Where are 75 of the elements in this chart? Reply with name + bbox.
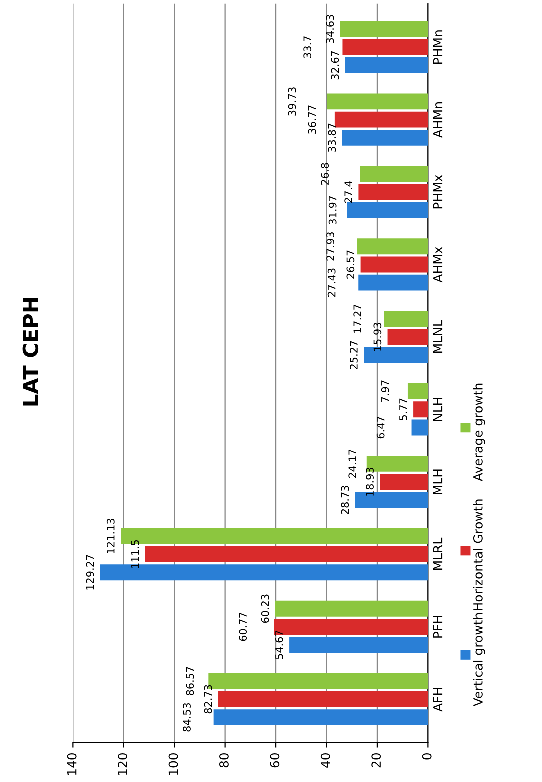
data-label: 26.57	[346, 250, 355, 279]
data-label: 31.97	[328, 196, 337, 225]
y-tick-label: AFH	[433, 688, 443, 712]
legend-label: Average growth	[473, 384, 486, 482]
bar	[275, 600, 428, 617]
bar	[408, 384, 428, 400]
data-label: 34.63	[326, 15, 334, 44]
data-label: 33.7	[304, 36, 312, 58]
x-tick-label: 120	[118, 753, 128, 776]
data-label: 6.47	[376, 417, 385, 439]
y-tick-label: PFH	[433, 616, 443, 638]
x-tick-label: 60	[270, 753, 280, 768]
x-tick-label: 40	[320, 753, 330, 768]
data-label: 27.93	[326, 232, 335, 261]
x-tick-label: 20	[372, 753, 382, 768]
data-label: 129.27	[86, 555, 94, 590]
data-label: 60.23	[261, 594, 270, 624]
data-label: 18.93	[366, 468, 374, 496]
bar	[360, 166, 428, 182]
bar	[388, 329, 428, 346]
legend-label: Horizontal Growth	[473, 500, 483, 611]
bar	[360, 256, 428, 273]
bar	[214, 710, 428, 726]
x-tick-label: 140	[67, 753, 77, 776]
y-tick-label: MLRL	[433, 538, 443, 570]
data-label: 32.67	[331, 51, 340, 80]
bar	[342, 130, 428, 146]
bar	[414, 402, 428, 418]
bar	[358, 274, 428, 291]
data-label: 28.73	[341, 486, 350, 514]
bar	[347, 202, 428, 218]
y-tick-label: MLH	[433, 470, 443, 494]
bar	[384, 311, 428, 328]
data-label: 33.87	[328, 124, 336, 152]
bar	[380, 474, 428, 490]
x-tick-label: 80	[219, 753, 229, 768]
bar	[412, 420, 428, 436]
y-tick-label: NLH	[433, 398, 443, 422]
bar	[327, 94, 428, 110]
data-label: 82.73	[204, 685, 212, 714]
data-label: 27.43	[328, 268, 336, 297]
data-label: 26.8	[321, 163, 330, 185]
bar	[145, 546, 428, 562]
data-label: 24.17	[348, 450, 356, 478]
bar	[290, 637, 428, 654]
data-label: 54.67	[275, 631, 284, 660]
bar	[358, 184, 428, 200]
bar	[357, 238, 428, 255]
y-tick-label: PHMx	[433, 175, 443, 209]
data-label: 25.27	[350, 341, 358, 370]
bar	[334, 112, 428, 128]
y-tick-label: MLNL	[433, 320, 443, 353]
data-label: 39.73	[288, 88, 296, 116]
data-label: 111.5	[132, 540, 140, 568]
data-label: 5.77	[400, 398, 408, 420]
y-tick-label: AHMn	[433, 102, 443, 138]
x-tick-label: 0	[422, 753, 432, 760]
data-label: 84.53	[183, 703, 191, 732]
bar	[340, 21, 428, 38]
data-label: 60.77	[239, 612, 248, 642]
data-label: 17.27	[354, 305, 362, 333]
y-tick-label: PHMn	[433, 30, 443, 64]
x-tick-label: 100	[168, 753, 178, 776]
data-label: 27.4	[344, 181, 352, 204]
data-label: 7.97	[381, 380, 390, 402]
bar	[345, 58, 428, 74]
data-label: 86.57	[186, 667, 194, 696]
y-tick-label: AHMx	[433, 247, 443, 283]
data-label: 36.77	[308, 106, 316, 134]
data-label: 15.93	[374, 323, 382, 351]
legend-label: Vertical growth	[473, 613, 486, 706]
data-label: 121.13	[106, 519, 115, 554]
bar	[342, 39, 428, 56]
text: LAT CEPH	[22, 298, 39, 406]
bar	[218, 691, 428, 708]
